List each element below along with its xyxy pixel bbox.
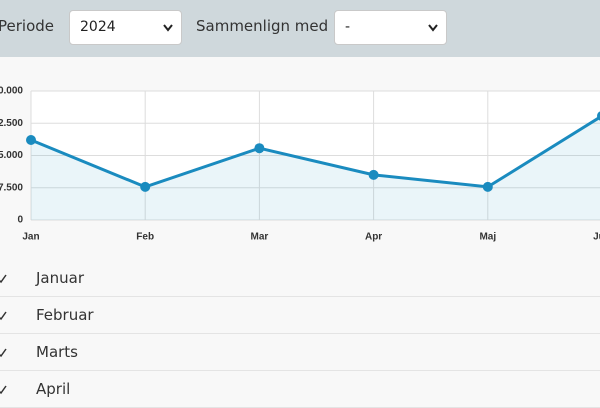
period-select[interactable]: 2024 xyxy=(69,10,182,45)
x-tick-label: Apr xyxy=(365,232,382,243)
check-icon xyxy=(0,385,7,395)
check-icon xyxy=(0,348,7,358)
compare-select[interactable]: - xyxy=(334,10,447,45)
point xyxy=(368,169,379,180)
filter-bar: Periode 2024 Sammenlign med - xyxy=(0,0,600,57)
y-tick-label: 15.000 xyxy=(0,150,23,161)
compare-label: Sammenlign med xyxy=(196,17,329,35)
period-value: 2024 xyxy=(80,19,116,35)
month-name: Februar xyxy=(36,306,94,324)
point xyxy=(482,181,493,192)
y-tick-label: 30.000 xyxy=(0,86,23,97)
y-tick-label: 0 xyxy=(17,215,23,226)
point xyxy=(254,143,265,154)
month-row[interactable]: Februar xyxy=(0,297,600,334)
x-tick-label: Jun xyxy=(593,232,600,243)
check-icon xyxy=(0,311,7,321)
chevron xyxy=(163,24,173,32)
month-row[interactable]: Januar xyxy=(0,260,600,297)
x-tick-label: Jan xyxy=(22,232,39,243)
month-row[interactable]: April xyxy=(0,371,600,408)
x-tick-label: Maj xyxy=(479,232,496,243)
x-tick-label: Mar xyxy=(251,232,269,243)
period-label: Periode xyxy=(0,17,55,35)
area xyxy=(31,117,600,220)
month-name: Marts xyxy=(36,343,78,361)
month-name: Januar xyxy=(36,269,84,287)
y-tick-label: 7.500 xyxy=(0,182,23,193)
month-name: April xyxy=(36,380,71,398)
chevron xyxy=(428,24,438,32)
point xyxy=(140,181,151,192)
y-tick-label: 22.500 xyxy=(0,118,23,129)
point xyxy=(26,135,36,146)
check-icon xyxy=(0,274,7,284)
point xyxy=(597,111,600,121)
chart: 0 7.500 15.000 22.500 30.000 Jan Feb Mar Apr Maj J… xyxy=(0,86,600,243)
month-row[interactable]: Marts xyxy=(0,334,600,371)
compare-value: - xyxy=(345,19,351,35)
line xyxy=(30,115,600,189)
x-tick-label: Feb xyxy=(136,232,154,243)
